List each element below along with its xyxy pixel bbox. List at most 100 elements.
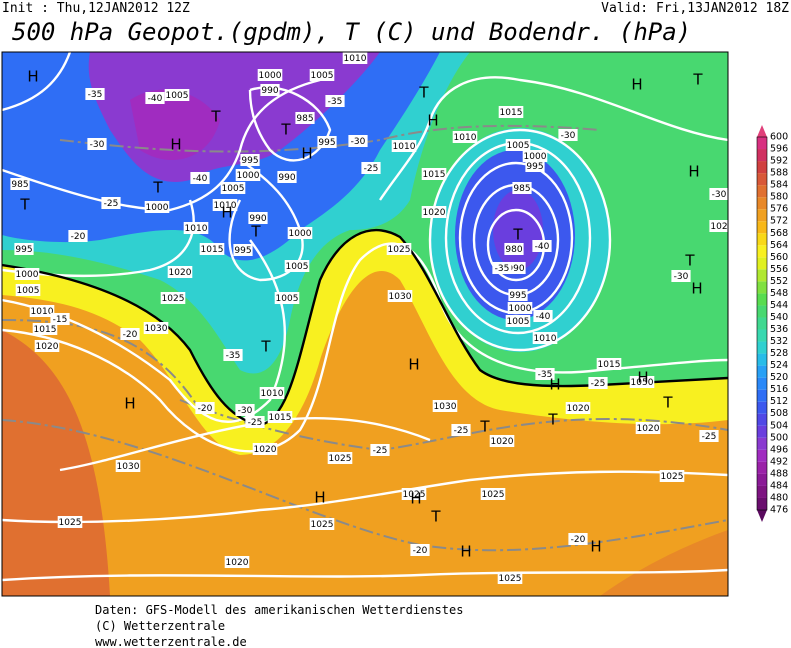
map-label: 1025: [311, 520, 334, 530]
map-label-box: [709, 188, 728, 200]
map-label: 1000: [146, 203, 169, 213]
isotherm: [2, 419, 728, 552]
pressure-center: T: [210, 108, 221, 126]
map-label: 1010: [454, 133, 477, 143]
colorbar-frame: [756, 136, 768, 511]
colorbar-band: [757, 497, 767, 510]
map-label-box: [32, 323, 58, 335]
map-label-box: [387, 290, 413, 302]
map-label-box: [14, 243, 34, 255]
map-label: -35: [226, 351, 241, 361]
colorbar-band: [757, 257, 767, 270]
map-label: -25: [364, 164, 379, 174]
map-label-box: [489, 435, 515, 447]
pressure-center: H: [124, 395, 135, 413]
map-label-box: [274, 292, 300, 304]
map-label: 1010: [534, 334, 557, 344]
map-label: -20: [413, 546, 428, 556]
colorbar-tick-label: 504: [770, 420, 788, 431]
isotherm: [179, 399, 728, 452]
map-label-box: [183, 222, 209, 234]
map-label: 1015: [598, 360, 621, 370]
pressure-center: T: [662, 394, 673, 412]
map-label-box: [507, 302, 533, 314]
map-label: 1020: [226, 558, 249, 568]
map-label-box: [317, 136, 337, 148]
map-label-box: [588, 377, 608, 389]
map-label-box: [34, 340, 60, 352]
colorbar-tick-label: 516: [770, 384, 788, 395]
map-label: -25: [454, 426, 469, 436]
map-label-box: [233, 244, 253, 256]
map-label-box: [235, 169, 261, 181]
map-label-box: [240, 154, 260, 166]
map-label: 995: [526, 162, 543, 172]
map-label-box: [671, 270, 691, 282]
map-label-box: [287, 227, 313, 239]
map-label-box: [348, 135, 368, 147]
pressure-center: H: [27, 68, 38, 86]
pressure-center: T: [684, 252, 695, 270]
colorbar-tick-label: 564: [770, 240, 788, 251]
pressure-center: H: [427, 112, 438, 130]
map-label-box: [260, 84, 280, 96]
map-label-box: [295, 112, 315, 124]
map-label: -25: [702, 432, 717, 442]
map-label: 1005: [311, 71, 334, 81]
pressure-center: H: [221, 204, 232, 222]
map-frame: [1, 51, 729, 597]
map-label-box: [160, 292, 186, 304]
pressure-center: T: [260, 338, 271, 356]
map-label-box: [505, 315, 531, 327]
map-label: -25: [248, 418, 263, 428]
map-label-box: [568, 533, 588, 545]
colorbar-tick-label: 484: [770, 480, 788, 491]
map-label-box: [635, 422, 661, 434]
isobar: [379, 76, 728, 201]
map-label-box: [267, 411, 293, 423]
map-label: -30: [712, 190, 727, 200]
map-label-box: [29, 305, 55, 317]
colorbar-band: [757, 221, 767, 234]
colorbar-tick-label: 548: [770, 288, 788, 299]
colorbar-band: [757, 485, 767, 498]
map-label-box: [410, 544, 430, 556]
colorbar-band: [757, 341, 767, 354]
map-label-box: [401, 488, 427, 500]
colorbar-tick-label: 560: [770, 252, 788, 263]
map-label: 1030: [117, 462, 140, 472]
map-label: 985: [296, 114, 313, 124]
map-label: 1005: [222, 184, 245, 194]
map-label: 1025: [162, 294, 185, 304]
map-label-box: [565, 402, 591, 414]
map-label: 985: [513, 184, 530, 194]
colorbar-tick-label: 596: [770, 144, 788, 155]
map-label: 1000: [16, 270, 39, 280]
colorbar-band: [757, 353, 767, 366]
colorbar-band: [757, 185, 767, 198]
isobar: [2, 242, 728, 453]
map-label-box: [284, 260, 310, 272]
map-label: 1020: [36, 342, 59, 352]
pressure-center: T: [512, 226, 523, 244]
map-label-box: [245, 416, 265, 428]
map-label: 995: [15, 245, 32, 255]
field-band: [600, 530, 728, 596]
pressure-center: H: [691, 280, 702, 298]
pressure-center: H: [314, 489, 325, 507]
colorbar-tick-label: 520: [770, 372, 788, 383]
pressure-center: T: [152, 179, 163, 197]
map-label: 1010: [344, 54, 367, 64]
map-label-box: [248, 212, 268, 224]
colorbar-band: [757, 473, 767, 486]
map-label: 985: [11, 180, 28, 190]
map-label: 1030: [434, 402, 457, 412]
colorbar-tick-label: 496: [770, 444, 788, 455]
footer-line: Daten: GFS-Modell des amerikanischen Wet…: [95, 603, 463, 617]
map-label: 1010: [261, 389, 284, 399]
isobar: [2, 470, 728, 524]
map-label: 1015: [34, 325, 57, 335]
colorbar-band: [757, 161, 767, 174]
map-label-box: [659, 470, 685, 482]
colorbar-tick-label: 532: [770, 336, 788, 347]
